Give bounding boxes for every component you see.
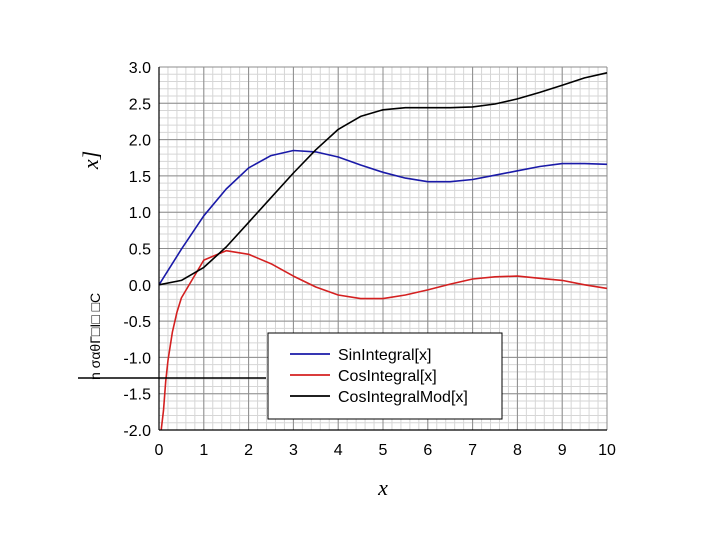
series-line-2 bbox=[158, 72, 608, 286]
x-tick-label: 10 bbox=[598, 442, 616, 459]
x-tick-label: 5 bbox=[379, 442, 388, 459]
legend: SinIntegral[x] CosIntegral[x] CosIntegralM… bbox=[267, 332, 503, 420]
x-tick-label: 3 bbox=[289, 442, 298, 459]
tick-labels: 0 1 2 3 4 5 6 7 8 9 10 3.0 2.5 2.0 1.5 1.0 0.5 0.0 -0.5 -1.… bbox=[123, 60, 616, 459]
stray-glyphs: n σαθΓ□Ι□ □C bbox=[87, 293, 103, 380]
x-tick-label: 8 bbox=[513, 442, 522, 459]
y-tick-label: 2.0 bbox=[129, 133, 151, 150]
x-tick-label: 0 bbox=[155, 442, 164, 459]
x-tick-label: 2 bbox=[244, 442, 253, 459]
axes bbox=[158, 67, 607, 431]
series-layer bbox=[158, 72, 608, 431]
y-tick-label: 1.5 bbox=[129, 169, 151, 186]
y-axis-title: x] bbox=[78, 151, 103, 170]
x-tick-label: 7 bbox=[468, 442, 477, 459]
legend-label: CosIntegral[x] bbox=[338, 368, 437, 385]
y-tick-label: -1.5 bbox=[123, 387, 151, 404]
series-line-1 bbox=[160, 249, 608, 431]
series-line-0 bbox=[158, 149, 608, 286]
y-tick-label: 2.5 bbox=[129, 96, 151, 113]
y-tick-label: -0.5 bbox=[123, 314, 151, 331]
y-tick-label: -2.0 bbox=[123, 423, 151, 440]
y-tick-label: 3.0 bbox=[129, 60, 151, 77]
y-tick-label: 0.0 bbox=[129, 278, 151, 295]
x-tick-label: 9 bbox=[558, 442, 567, 459]
legend-box bbox=[267, 332, 503, 420]
y-tick-label: 0.5 bbox=[129, 242, 151, 259]
legend-label: CosIntegralMod[x] bbox=[338, 389, 468, 406]
x-axis-title: x bbox=[377, 475, 388, 500]
y-tick-label: -1.0 bbox=[123, 350, 151, 367]
x-tick-label: 4 bbox=[334, 442, 343, 459]
legend-label: SinIntegral[x] bbox=[338, 347, 431, 364]
x-tick-label: 6 bbox=[423, 442, 432, 459]
x-tick-label: 1 bbox=[199, 442, 208, 459]
y-tick-label: 1.0 bbox=[129, 205, 151, 222]
